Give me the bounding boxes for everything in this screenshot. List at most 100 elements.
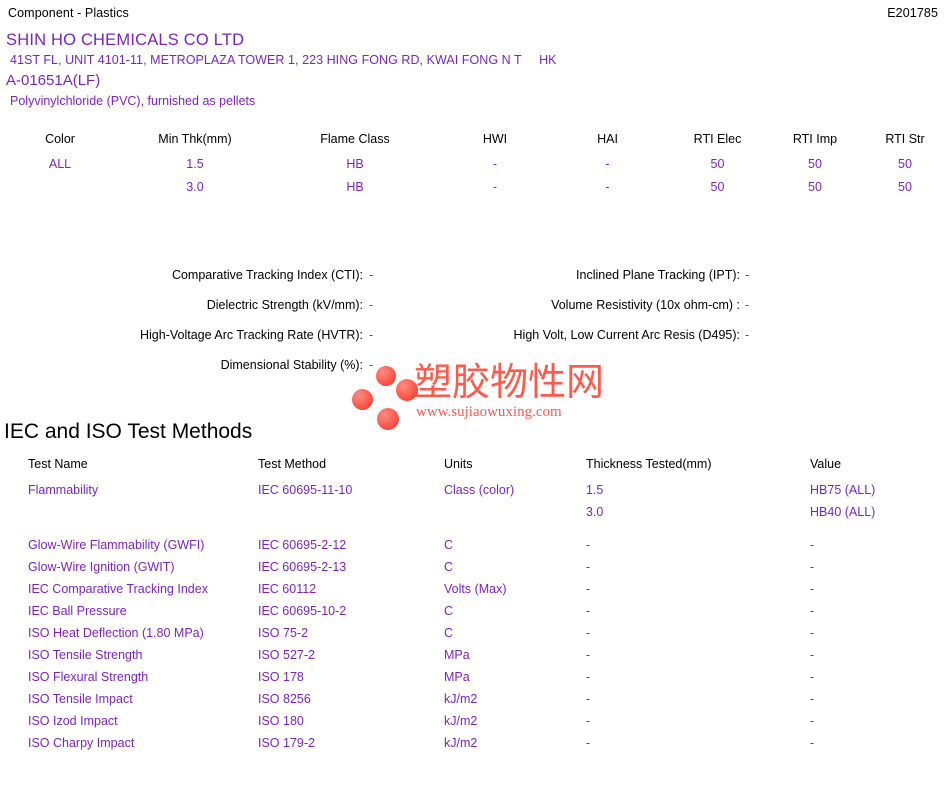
spacer-cell — [0, 604, 28, 626]
cell-rtiimp: 50 — [808, 157, 822, 171]
cell-test-thickness: - — [586, 692, 591, 706]
cell-rtistr: 50 — [898, 180, 912, 194]
cell-test-thickness: - — [586, 604, 591, 618]
dimensional-stability-label: Dimensional Stability (%): — [220, 358, 363, 372]
ratings-col-minthk: Min Thk(mm) — [158, 132, 232, 146]
watermark-dot-icon — [377, 408, 399, 430]
table-row: 3.0 HB40 (ALL) — [0, 505, 950, 538]
cell-test-method: IEC 60695-2-12 — [258, 538, 347, 552]
spacer-cell — [0, 648, 28, 670]
cell-test-name: Flammability — [28, 483, 99, 497]
cell-test-units: C — [444, 604, 454, 618]
spacer-cell — [0, 483, 28, 505]
table-row: ALL 1.5 HB - - 50 50 50 — [0, 157, 950, 180]
cell-test-thickness: - — [586, 670, 591, 684]
spacer-cell — [0, 692, 28, 714]
cell-test-method: IEC 60112 — [258, 582, 317, 596]
cell-minthk: 1.5 — [186, 157, 204, 171]
spacer-cell — [0, 582, 28, 604]
table-row: ISO Tensile Impact ISO 8256 kJ/m2 - - — [0, 692, 950, 714]
cell-rtistr: 50 — [898, 157, 912, 171]
cell-test-thickness: - — [586, 582, 591, 596]
cell-test-units — [444, 505, 586, 538]
volume-resistivity-value: - — [745, 298, 750, 312]
cell-test-name — [28, 505, 258, 538]
ratings-col-rtistr: RTI Str — [885, 132, 925, 146]
spacer-cell — [0, 538, 28, 560]
cell-test-method: ISO 178 — [258, 670, 304, 684]
watermark-url-text: www.sujiaowuxing.com — [416, 404, 562, 420]
table-row: ISO Charpy Impact ISO 179-2 kJ/m2 - - — [0, 736, 950, 758]
cell-test-thickness: - — [586, 626, 591, 640]
cell-test-method: IEC 60695-2-13 — [258, 560, 347, 574]
table-row: IEC Ball Pressure IEC 60695-10-2 C - - — [0, 604, 950, 626]
cell-color — [0, 180, 120, 203]
d495-value: - — [745, 328, 750, 342]
table-row: Glow-Wire Flammability (GWFI) IEC 60695-… — [0, 538, 950, 560]
cell-test-units: Class (color) — [444, 483, 515, 497]
table-row: ISO Izod Impact ISO 180 kJ/m2 - - — [0, 714, 950, 736]
cell-test-units: kJ/m2 — [444, 692, 478, 706]
cell-color: ALL — [48, 157, 72, 171]
electrical-properties: Comparative Tracking Index (CTI): - Incl… — [0, 268, 950, 388]
cell-test-name: IEC Ball Pressure — [28, 604, 127, 618]
cell-test-units: kJ/m2 — [444, 714, 478, 728]
property-row: High-Voltage Arc Tracking Rate (HVTR): -… — [0, 328, 950, 358]
cell-test-method — [258, 505, 444, 538]
cell-test-method: ISO 8256 — [258, 692, 311, 706]
table-row: ISO Flexural Strength ISO 178 MPa - - — [0, 670, 950, 692]
material-designation: A-01651A(LF) — [6, 72, 101, 89]
property-row: Dimensional Stability (%): - — [0, 358, 950, 388]
spacer-cell — [0, 626, 28, 648]
cell-test-value: - — [810, 626, 815, 640]
cell-rtielec: 50 — [710, 180, 725, 194]
cell-test-units: C — [444, 538, 454, 552]
file-number-label: E201785 — [887, 6, 938, 20]
cell-test-thickness: - — [586, 648, 591, 662]
cell-rtiimp: 50 — [808, 180, 822, 194]
volume-resistivity-label: Volume Resistivity (10x ohm-cm) : — [551, 298, 740, 312]
component-category-label: Component - Plastics — [8, 6, 129, 20]
cell-test-name: ISO Heat Deflection (1.80 MPa) — [28, 626, 204, 640]
spacer-cell — [0, 714, 28, 736]
spacer-cell — [0, 670, 28, 692]
cell-test-name: IEC Comparative Tracking Index — [28, 582, 208, 596]
cell-flame: HB — [346, 180, 364, 194]
cell-test-name: ISO Flexural Strength — [28, 670, 149, 684]
cell-test-thickness: - — [586, 736, 591, 750]
cell-test-units: Volts (Max) — [444, 582, 507, 596]
cell-test-name: ISO Tensile Strength — [28, 648, 143, 662]
ratings-col-hai: HAI — [597, 132, 618, 146]
document-header: Component - Plastics E201785 — [0, 6, 950, 24]
hvtr-label: High-Voltage Arc Tracking Rate (HVTR): — [140, 328, 363, 342]
cell-flame: HB — [346, 157, 364, 171]
spacer-cell — [0, 560, 28, 582]
dielectric-strength-label: Dielectric Strength (kV/mm): — [206, 298, 363, 312]
cell-test-name: ISO Tensile Impact — [28, 692, 133, 706]
property-row: Dielectric Strength (kV/mm): - Volume Re… — [0, 298, 950, 328]
cell-test-thickness: - — [586, 560, 591, 574]
table-row: Flammability IEC 60695-11-10 Class (colo… — [0, 483, 950, 505]
cell-test-thickness: - — [586, 714, 591, 728]
cell-test-method: IEC 60695-11-10 — [258, 483, 353, 497]
cell-test-thickness: - — [586, 538, 591, 552]
test-col-name: Test Name — [28, 457, 88, 471]
test-col-thickness: Thickness Tested(mm) — [586, 457, 712, 471]
test-methods-table: Test Name Test Method Units Thickness Te… — [0, 457, 950, 758]
cell-test-method: ISO 180 — [258, 714, 304, 728]
property-row: Comparative Tracking Index (CTI): - Incl… — [0, 268, 950, 298]
company-address: 41ST FL, UNIT 4101-11, METROPLAZA TOWER … — [10, 53, 557, 67]
cell-test-value: - — [810, 736, 815, 750]
cell-hwi: - — [492, 157, 498, 171]
material-description: Polyvinylchloride (PVC), furnished as pe… — [10, 94, 256, 108]
table-row: IEC Comparative Tracking Index IEC 60112… — [0, 582, 950, 604]
cell-hai: - — [605, 180, 610, 194]
page-title: IEC and ISO Test Methods — [4, 420, 253, 443]
table-row: Glow-Wire Ignition (GWIT) IEC 60695-2-13… — [0, 560, 950, 582]
cell-test-units: MPa — [444, 670, 470, 684]
cell-test-method: ISO 527-2 — [258, 648, 315, 662]
cell-test-value: - — [810, 582, 815, 596]
cti-label: Comparative Tracking Index (CTI): — [171, 268, 363, 282]
cell-test-value: - — [810, 560, 815, 574]
